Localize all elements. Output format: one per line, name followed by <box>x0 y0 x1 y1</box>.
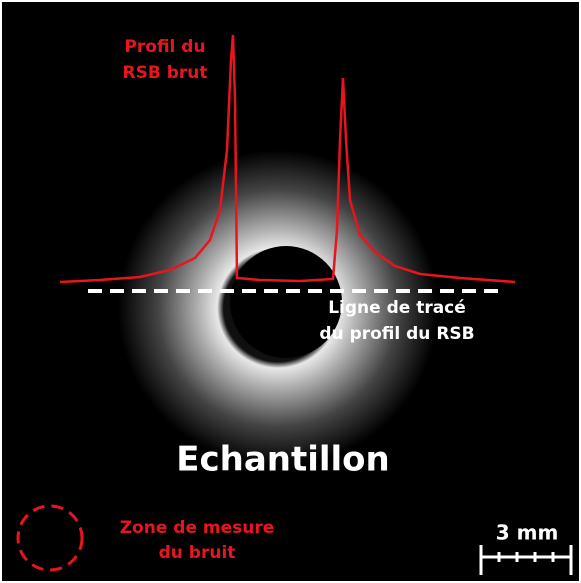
sample-hole <box>230 246 342 358</box>
noise-label: Zone de mesure <box>120 518 275 538</box>
scale-bar-label: 3 mm <box>496 521 559 545</box>
snr-profile <box>59 34 516 284</box>
scale-bar <box>479 545 573 575</box>
noise-label: du bruit <box>159 543 236 563</box>
profile-label: RSB brut <box>123 63 208 83</box>
line-label: Ligne de tracé <box>328 298 466 318</box>
sample-label: Echantillon <box>176 440 390 480</box>
profile-label: Profil du <box>124 37 205 57</box>
noise-zone <box>16 504 84 572</box>
line-label: du profil du RSB <box>319 324 474 344</box>
